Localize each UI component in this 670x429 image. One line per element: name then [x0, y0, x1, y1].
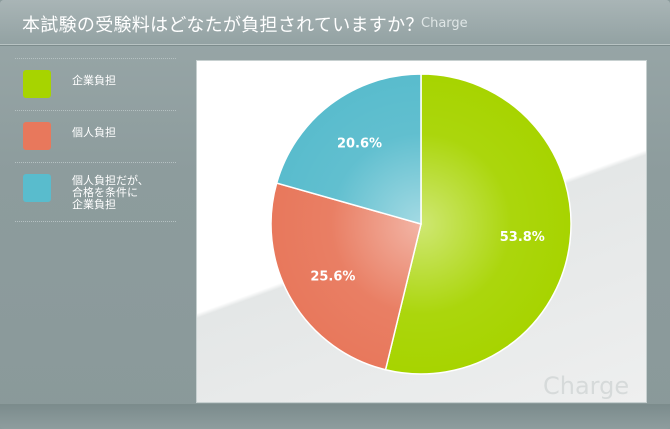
legend-label-conditional: 個人負担だが、 合格を条件に 企業負担 [72, 175, 149, 211]
footer-bar [0, 404, 670, 429]
legend-label-conditional-line2: 合格を条件に [72, 186, 138, 199]
legend-label-company: 企業負担 [72, 74, 116, 87]
brand-label: Charge [421, 16, 468, 31]
legend-label-conditional-line3: 企業負担 [72, 198, 116, 211]
legend-item-conditional: 個人負担だが、 合格を条件に 企業負担 [15, 162, 176, 222]
title-bar: 本試験の受験料はどなたが負担されていますか？ Charge [0, 0, 670, 45]
legend-label-personal: 個人負担 [72, 126, 116, 139]
legend-swatch-company [23, 70, 51, 98]
legend-swatch-personal [23, 122, 51, 150]
pie-labels: 53.8% 25.6% 20.6% [310, 137, 545, 285]
pie-label-conditional: 20.6% [337, 137, 382, 152]
pie-label-company: 53.8% [500, 230, 545, 245]
pie-label-personal: 25.6% [310, 269, 355, 284]
legend-item-personal: 個人負担 [15, 110, 176, 162]
legend: 企業負担 個人負担 個人負担だが、 合格を条件に 企業負担 [15, 58, 176, 222]
legend-label-conditional-line1: 個人負担だが、 [72, 174, 149, 187]
legend-item-company: 企業負担 [15, 58, 176, 110]
pie-highlight [271, 74, 571, 374]
watermark: Charge [543, 372, 630, 400]
legend-swatch-conditional [23, 174, 51, 202]
chart-title: 本試験の受験料はどなたが負担されていますか？ [22, 15, 424, 36]
